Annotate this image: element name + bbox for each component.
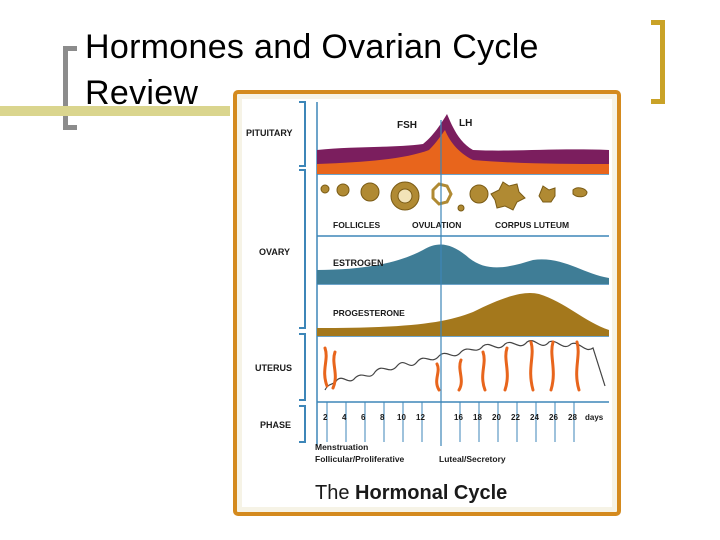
day-labels: 2 4 6 8 10 12 16 18 20 22 24 26 28 days <box>323 413 604 422</box>
luteal-label: Luteal/Secretory <box>439 454 506 464</box>
section-brackets <box>299 101 306 443</box>
figure-title-prefix: The <box>315 482 349 504</box>
day-22: 22 <box>511 413 520 422</box>
uterine-lining <box>323 340 606 392</box>
day-10: 10 <box>397 413 406 422</box>
follicles-label: FOLLICLES <box>333 220 381 230</box>
days-unit: days <box>585 413 604 422</box>
day-8: 8 <box>380 413 385 422</box>
hormonal-cycle-diagram: PITUITARY OVARY UTERUS PHASE FSH LH <box>233 90 621 516</box>
day-ticks <box>326 402 575 442</box>
estrogen-label: ESTROGEN <box>333 258 384 268</box>
slide-title: Hormones and Ovarian Cycle Review <box>85 24 539 116</box>
day-4: 4 <box>342 413 347 422</box>
menstruation-label: Menstruation <box>315 442 368 452</box>
lh-label: LH <box>459 118 472 129</box>
pituitary-bracket <box>299 101 306 167</box>
ovary-bracket <box>299 169 306 329</box>
progesterone-curve <box>317 292 609 336</box>
phase-label: PHASE <box>260 420 291 430</box>
day-26: 26 <box>549 413 558 422</box>
slide-title-line-1: Hormones and Ovarian Cycle <box>85 28 539 66</box>
day-18: 18 <box>473 413 482 422</box>
slide-title-line-2: Review <box>85 74 199 112</box>
follicular-label: Follicular/Proliferative <box>315 454 405 464</box>
left-bracket-decoration <box>63 46 77 130</box>
day-24: 24 <box>530 413 539 422</box>
lh-curve <box>317 114 609 170</box>
accent-bar <box>0 106 230 116</box>
fsh-curve <box>317 130 609 174</box>
estrogen-curve <box>317 244 609 284</box>
figure-title: The Hormonal Cycle <box>315 482 507 504</box>
day-28: 28 <box>568 413 577 422</box>
uterus-bracket <box>299 333 306 401</box>
pituitary-label: PITUITARY <box>246 128 293 138</box>
corpus-luteum-label: CORPUS LUTEUM <box>495 220 569 230</box>
day-2: 2 <box>323 413 328 422</box>
uterus-label: UTERUS <box>255 363 292 373</box>
right-bracket-decoration <box>651 20 665 104</box>
figure-title-main: Hormonal Cycle <box>355 482 507 504</box>
phase-bracket <box>299 405 306 443</box>
day-12: 12 <box>416 413 425 422</box>
day-16: 16 <box>454 413 463 422</box>
ovary-label: OVARY <box>259 247 290 257</box>
fsh-label: FSH <box>397 120 417 131</box>
day-20: 20 <box>492 413 501 422</box>
progesterone-label: PROGESTERONE <box>333 308 405 318</box>
hormonal-cycle-figure: PITUITARY OVARY UTERUS PHASE FSH LH <box>233 90 621 516</box>
ovulation-label: OVULATION <box>412 220 461 230</box>
follicle-stages <box>320 181 588 212</box>
day-6: 6 <box>361 413 366 422</box>
